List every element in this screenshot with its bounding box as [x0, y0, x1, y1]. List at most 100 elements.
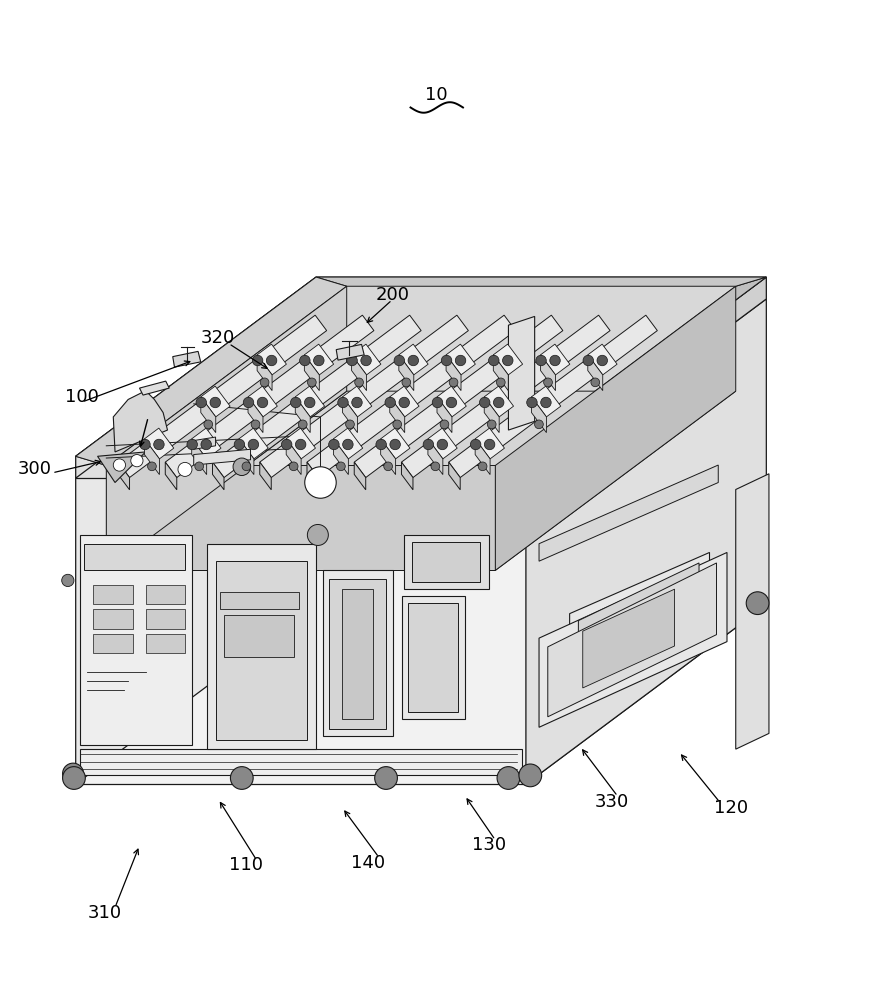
Polygon shape — [352, 355, 367, 391]
Circle shape — [282, 439, 292, 450]
Circle shape — [374, 767, 397, 789]
Circle shape — [470, 439, 481, 450]
Circle shape — [113, 459, 125, 471]
Circle shape — [478, 462, 487, 471]
Polygon shape — [118, 462, 130, 490]
Circle shape — [494, 397, 504, 408]
Circle shape — [234, 439, 245, 450]
Circle shape — [338, 397, 348, 408]
Circle shape — [260, 378, 269, 387]
Polygon shape — [75, 456, 526, 478]
Circle shape — [352, 397, 362, 408]
Polygon shape — [194, 449, 251, 465]
Polygon shape — [531, 397, 546, 433]
Circle shape — [519, 764, 542, 787]
Polygon shape — [402, 315, 610, 478]
Polygon shape — [437, 397, 452, 433]
Circle shape — [210, 397, 220, 408]
Circle shape — [446, 397, 457, 408]
Circle shape — [437, 439, 447, 450]
Text: 200: 200 — [375, 286, 410, 304]
Circle shape — [257, 397, 267, 408]
Circle shape — [62, 767, 85, 789]
Polygon shape — [75, 478, 526, 784]
Circle shape — [597, 355, 608, 366]
Circle shape — [314, 355, 324, 366]
Polygon shape — [449, 315, 658, 478]
Circle shape — [308, 378, 317, 387]
Polygon shape — [526, 277, 766, 478]
Polygon shape — [307, 462, 318, 490]
Circle shape — [242, 462, 251, 471]
Circle shape — [746, 592, 769, 615]
Polygon shape — [540, 344, 570, 375]
Polygon shape — [146, 585, 185, 604]
Polygon shape — [484, 386, 514, 417]
Circle shape — [488, 420, 496, 429]
Polygon shape — [220, 592, 299, 609]
Polygon shape — [428, 428, 457, 459]
Text: 310: 310 — [88, 904, 122, 922]
Polygon shape — [248, 386, 277, 417]
Circle shape — [139, 439, 150, 450]
Polygon shape — [286, 428, 316, 459]
Polygon shape — [484, 397, 499, 433]
Circle shape — [384, 462, 393, 471]
Polygon shape — [539, 552, 727, 727]
Polygon shape — [736, 474, 769, 749]
Circle shape — [527, 397, 538, 408]
Polygon shape — [402, 462, 413, 490]
Polygon shape — [389, 386, 419, 417]
Polygon shape — [304, 355, 319, 391]
Circle shape — [354, 378, 363, 387]
Polygon shape — [570, 552, 709, 649]
Circle shape — [497, 767, 520, 789]
Polygon shape — [248, 397, 263, 433]
Text: 10: 10 — [424, 86, 447, 104]
Polygon shape — [333, 439, 348, 475]
Circle shape — [390, 439, 401, 450]
Polygon shape — [212, 462, 224, 490]
Circle shape — [360, 355, 371, 366]
Circle shape — [290, 397, 301, 408]
Circle shape — [488, 355, 499, 366]
Circle shape — [484, 439, 495, 450]
Circle shape — [289, 462, 298, 471]
Polygon shape — [496, 286, 736, 570]
Polygon shape — [257, 355, 272, 391]
Polygon shape — [192, 428, 221, 459]
Polygon shape — [389, 397, 404, 433]
Polygon shape — [352, 344, 381, 375]
Polygon shape — [381, 439, 396, 475]
Text: 320: 320 — [201, 329, 235, 347]
Circle shape — [300, 355, 310, 366]
Circle shape — [251, 420, 260, 429]
Text: 120: 120 — [714, 799, 748, 817]
Circle shape — [253, 355, 263, 366]
Polygon shape — [428, 439, 443, 475]
Polygon shape — [316, 277, 766, 286]
Polygon shape — [84, 544, 185, 570]
Polygon shape — [446, 344, 475, 375]
Circle shape — [431, 462, 439, 471]
Circle shape — [408, 355, 418, 366]
Circle shape — [455, 355, 466, 366]
Polygon shape — [93, 634, 132, 653]
Circle shape — [393, 420, 402, 429]
Polygon shape — [494, 344, 523, 375]
Text: 130: 130 — [472, 836, 506, 854]
Circle shape — [480, 397, 490, 408]
Polygon shape — [402, 596, 465, 719]
Polygon shape — [286, 439, 301, 475]
Polygon shape — [106, 286, 346, 570]
Polygon shape — [225, 615, 295, 657]
Polygon shape — [97, 452, 146, 483]
Circle shape — [187, 439, 197, 450]
Polygon shape — [354, 315, 563, 478]
Circle shape — [591, 378, 600, 387]
Polygon shape — [333, 428, 363, 459]
Circle shape — [337, 462, 346, 471]
Circle shape — [535, 420, 544, 429]
Polygon shape — [494, 355, 509, 391]
Polygon shape — [146, 609, 185, 629]
